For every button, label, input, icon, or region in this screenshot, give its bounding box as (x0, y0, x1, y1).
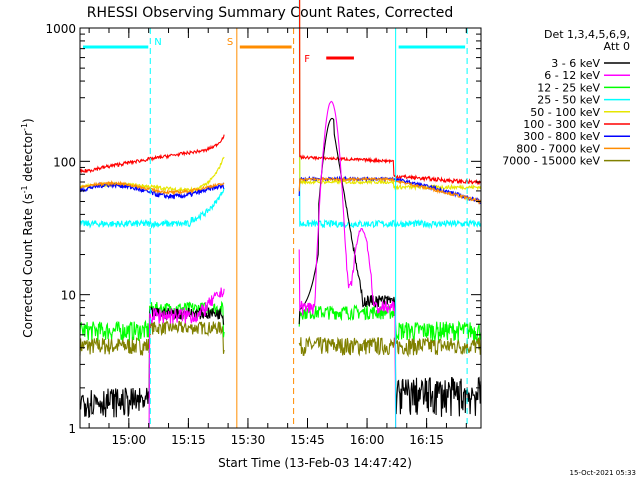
legend-label: 800 - 7000 keV (516, 142, 600, 155)
y-tick-label: 1 (68, 422, 76, 436)
x-tick-label: 15:45 (290, 433, 325, 447)
annotation-label-night: N (154, 37, 161, 48)
legend-label: 300 - 800 keV (523, 130, 600, 143)
generation-timestamp: 15-Oct-2021 05:33 (570, 469, 636, 477)
annotation-label-saa: S (227, 37, 233, 48)
series-line-100-300-keV (79, 0, 482, 186)
axes-layer: 1 10 100 1000 15:00 15:15 15:30 15:45 16:00 16:15 (45, 22, 481, 447)
legend-label: 7000 - 15000 keV (502, 155, 600, 168)
x-tick-label: 15:30 (231, 433, 266, 447)
y-axis-label-sup2: -1 (20, 123, 29, 131)
y-tick-label: 1000 (45, 22, 76, 36)
x-tick-label: 15:15 (171, 433, 206, 447)
legend-label: 25 - 50 keV (537, 94, 600, 107)
chart-title: RHESSI Observing Summary Count Rates, Co… (87, 5, 453, 21)
plot-data-layer (79, 0, 482, 429)
legend-label: 50 - 100 keV (530, 106, 600, 119)
legend-label: 100 - 300 keV (523, 118, 600, 131)
y-axis-label-end: ) (21, 118, 35, 123)
x-tick-label: 16:15 (409, 433, 444, 447)
series-line-800-7000-keV (79, 176, 482, 205)
y-axis-label-mid: detector (21, 131, 35, 186)
x-tick-label: 15:00 (112, 433, 147, 447)
legend-header-detectors: Det 1,3,4,5,6,9, (544, 28, 630, 41)
annotation-label-flare: F (304, 54, 310, 65)
plot-frame (79, 27, 482, 429)
y-tick-label: 100 (53, 155, 76, 169)
y-tick-label: 10 (61, 289, 76, 303)
y-axis-label-main: Corrected Count Rate (s (21, 193, 35, 337)
legend-label: 3 - 6 keV (551, 57, 600, 70)
legend-label: 12 - 25 keV (537, 81, 600, 94)
legend-label: 6 - 12 keV (544, 69, 600, 82)
x-axis-label: Start Time (13-Feb-03 14:47:42) (218, 456, 412, 470)
series-line-25-50-keV (79, 0, 482, 230)
y-axis-label: Corrected Count Rate (s-1 detector-1) (20, 118, 35, 337)
legend-header-attenuator: Att 0 (604, 40, 630, 53)
y-axis-label-sup1: -1 (20, 185, 29, 193)
x-tick-label: 16:00 (350, 433, 385, 447)
